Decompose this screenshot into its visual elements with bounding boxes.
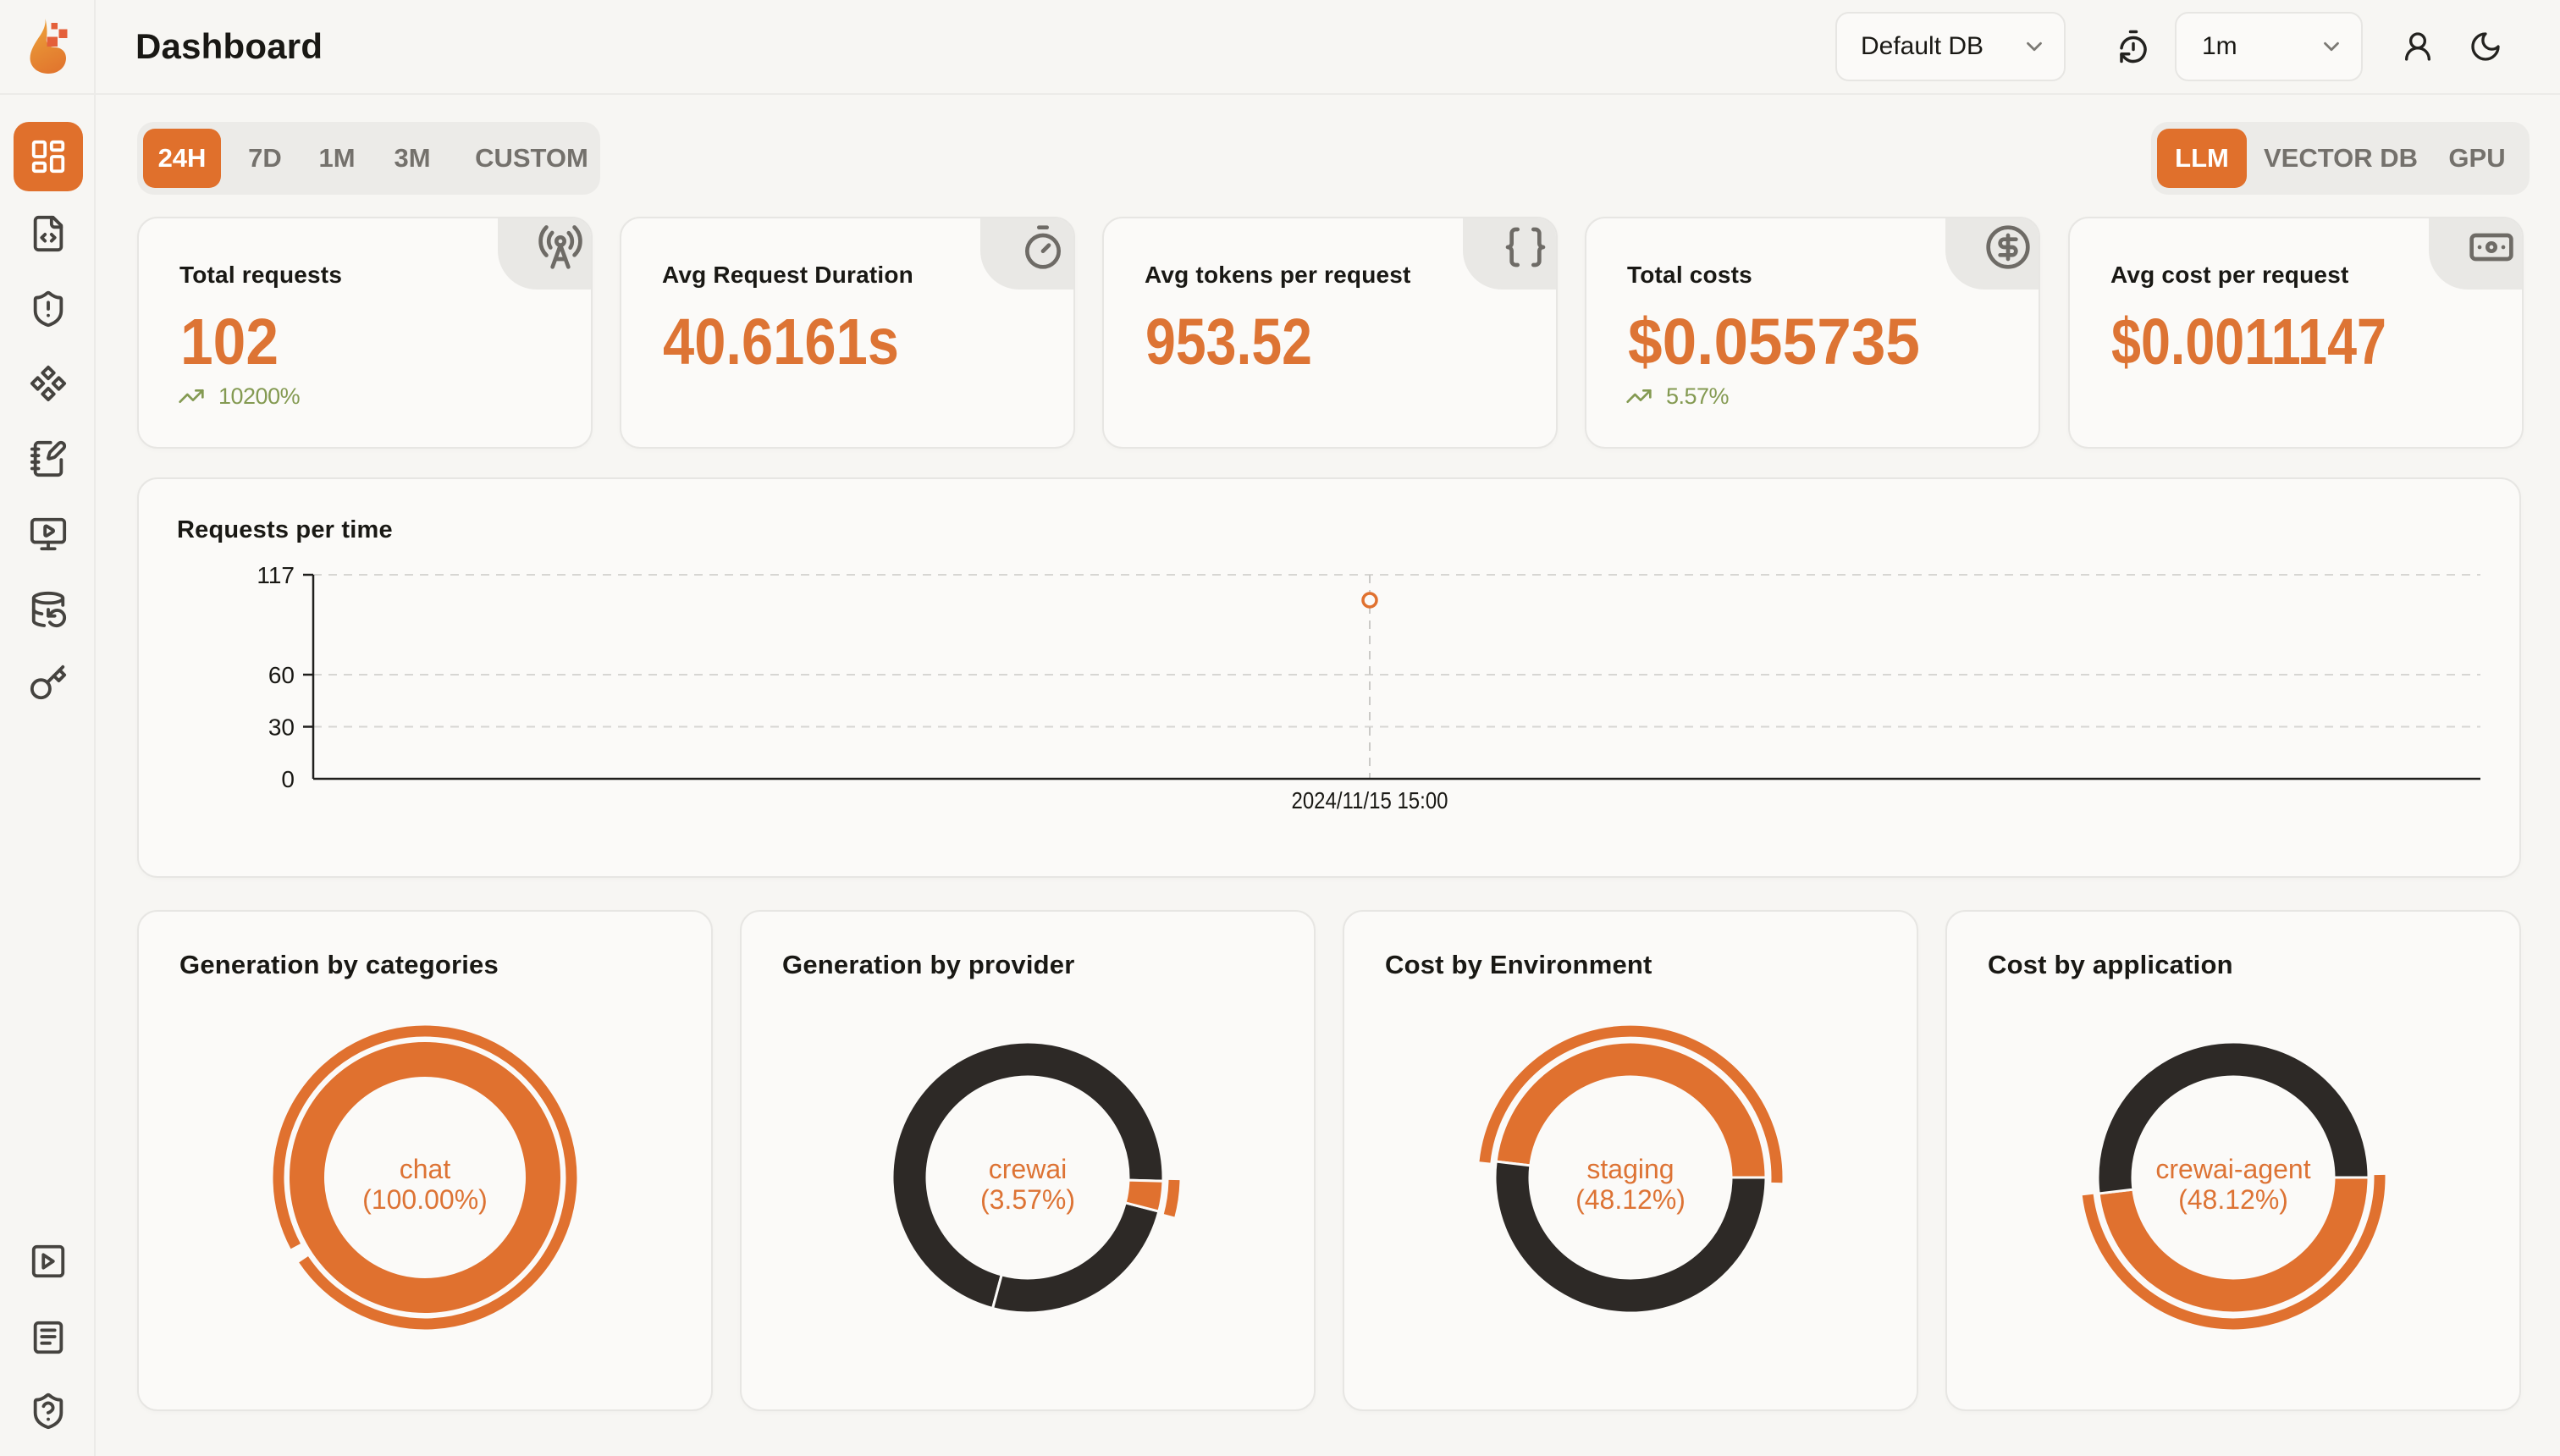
svg-text:117: 117 <box>257 562 295 588</box>
svg-text:60: 60 <box>268 662 295 688</box>
svg-text:(100.00%): (100.00%) <box>362 1184 488 1215</box>
svg-text:$0.055735: $0.055735 <box>1628 306 1920 378</box>
svg-text:chat: chat <box>400 1154 451 1184</box>
svg-text:crewai-agent: crewai-agent <box>2155 1154 2310 1184</box>
svg-text:$0.0011147: $0.0011147 <box>2111 306 2386 378</box>
svg-text:staging: staging <box>1586 1154 1674 1184</box>
svg-text:40.6161s: 40.6161s <box>663 306 899 378</box>
svg-text:(48.12%): (48.12%) <box>2178 1184 2288 1215</box>
svg-text:crewai: crewai <box>989 1154 1067 1184</box>
svg-text:(48.12%): (48.12%) <box>1575 1184 1686 1215</box>
svg-text:(3.57%): (3.57%) <box>980 1184 1075 1215</box>
svg-text:953.52: 953.52 <box>1145 306 1312 378</box>
svg-text:2024/11/15 15:00: 2024/11/15 15:00 <box>1292 787 1448 813</box>
svg-text:0: 0 <box>281 766 295 792</box>
svg-text:102: 102 <box>180 306 279 378</box>
svg-text:30: 30 <box>268 714 295 741</box>
